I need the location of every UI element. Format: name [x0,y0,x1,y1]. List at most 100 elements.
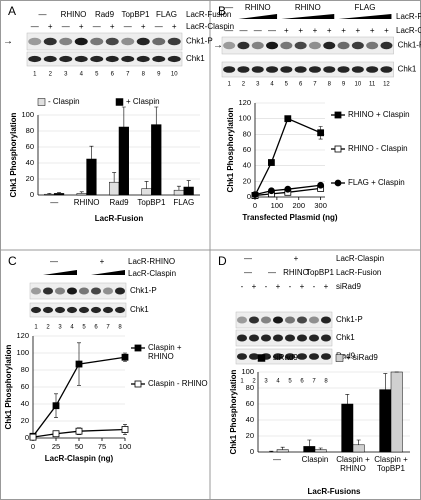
band [366,66,379,73]
legend-label-box: Claspin + RHINO [148,343,182,361]
band [78,287,90,295]
band [223,66,236,73]
band [308,353,320,360]
band [43,37,57,46]
lane-condition: FLAG [355,3,376,12]
bar [352,444,365,453]
lane-condition: - [289,282,292,291]
point [121,353,129,361]
lane-condition: TopBP1 [121,10,150,19]
band [114,306,126,314]
band [90,306,102,314]
x-tick-label: RHINO [74,198,100,207]
x-axis-title: Transfected Plasmid (ng) [242,213,337,222]
lane-condition: - [241,282,244,291]
y-tick-label: 0 [250,447,254,456]
legend-marker [134,344,142,352]
y-tick-label: 20 [243,176,251,185]
bar [86,158,97,196]
error-bar [47,193,52,195]
line [32,428,126,438]
lane-condition: + [110,22,115,31]
error-bar [383,373,388,390]
lane-condition: — [31,22,39,31]
lane-condition: + [356,26,361,35]
wedge [91,270,125,275]
band [66,306,78,314]
band [272,334,284,342]
blot [29,282,127,300]
band [366,41,379,50]
legend-label: + Claspin [126,97,160,106]
band [308,41,321,50]
band [280,66,293,73]
band [237,66,250,73]
error-bar [154,106,159,125]
band [105,55,119,63]
x-tick-label: 100 [119,442,132,451]
band [251,41,264,50]
panel: C LacR-RHINO — + LacR-Claspin Chk1-P Chk1 1 2 3 4 5… [4,254,207,463]
row-name: siRad9 [336,282,361,291]
lane-number: 2 [252,379,256,385]
y-tick-label: 100 [21,110,34,119]
band-name: Chk1-P [398,41,421,50]
point [75,427,83,435]
row-name: LacR-Claspin [186,22,234,31]
x-tick-label: Claspin + TopBP1 [374,455,408,473]
x-tick-label-box: Claspin + TopBP1 [374,455,408,473]
x-tick-label-box: Claspin + RHINO [336,455,370,473]
band-name: Rad9 [336,352,356,361]
error-bar [280,446,285,450]
y-tick-label: 0 [247,192,251,201]
y-tick-label: 20 [246,431,254,440]
y-tick-label: 40 [246,415,254,424]
y-tick-label: 100 [238,114,251,123]
lane-number: 4 [276,379,280,385]
x-tick-label: 0 [31,442,35,451]
band [272,316,284,324]
x-tick-label: 75 [98,442,106,451]
x-tick-label: 25 [52,442,60,451]
x-tick-label: 0 [253,201,257,210]
band [30,287,42,295]
line [254,117,321,196]
band [114,287,126,295]
lane-number: 10 [355,82,362,88]
band-name: Chk1-P [336,315,363,324]
legend-label: - Claspin [48,97,80,106]
band [248,316,260,324]
lane-number: 5 [95,72,99,78]
lane-condition: RHINO [283,268,309,277]
band-name: Chk1-P [130,286,157,295]
band [28,37,42,46]
band-name: Chk1 [186,54,205,63]
legend-marker [134,380,142,388]
row-name: LacR-Fusion [336,268,381,277]
row-name: LacR-Claspin [336,254,384,263]
lane-number: 3 [264,379,268,385]
band [337,66,350,73]
x-tick-label: FLAG [173,198,194,207]
bar [379,389,392,453]
x-tick-label-box: Claspin [302,455,329,464]
lane-condition: — [39,10,47,19]
legend-label: RHINO + Claspin [348,110,410,119]
y-tick-label: 0 [30,190,34,199]
lane-number: 9 [157,72,161,78]
band [90,37,104,46]
lane-condition: + [284,26,289,35]
bar [53,193,65,196]
lane-condition: + [341,26,346,35]
lane-number: 3 [64,72,68,78]
lane-number: 4 [70,325,74,331]
legend-swatch [335,354,344,362]
lane-number: 3 [256,82,260,88]
band [223,41,236,50]
blot [221,36,394,55]
point [29,433,37,441]
error-bar [144,181,149,189]
x-tick-label: 200 [292,201,305,210]
band [236,334,248,342]
